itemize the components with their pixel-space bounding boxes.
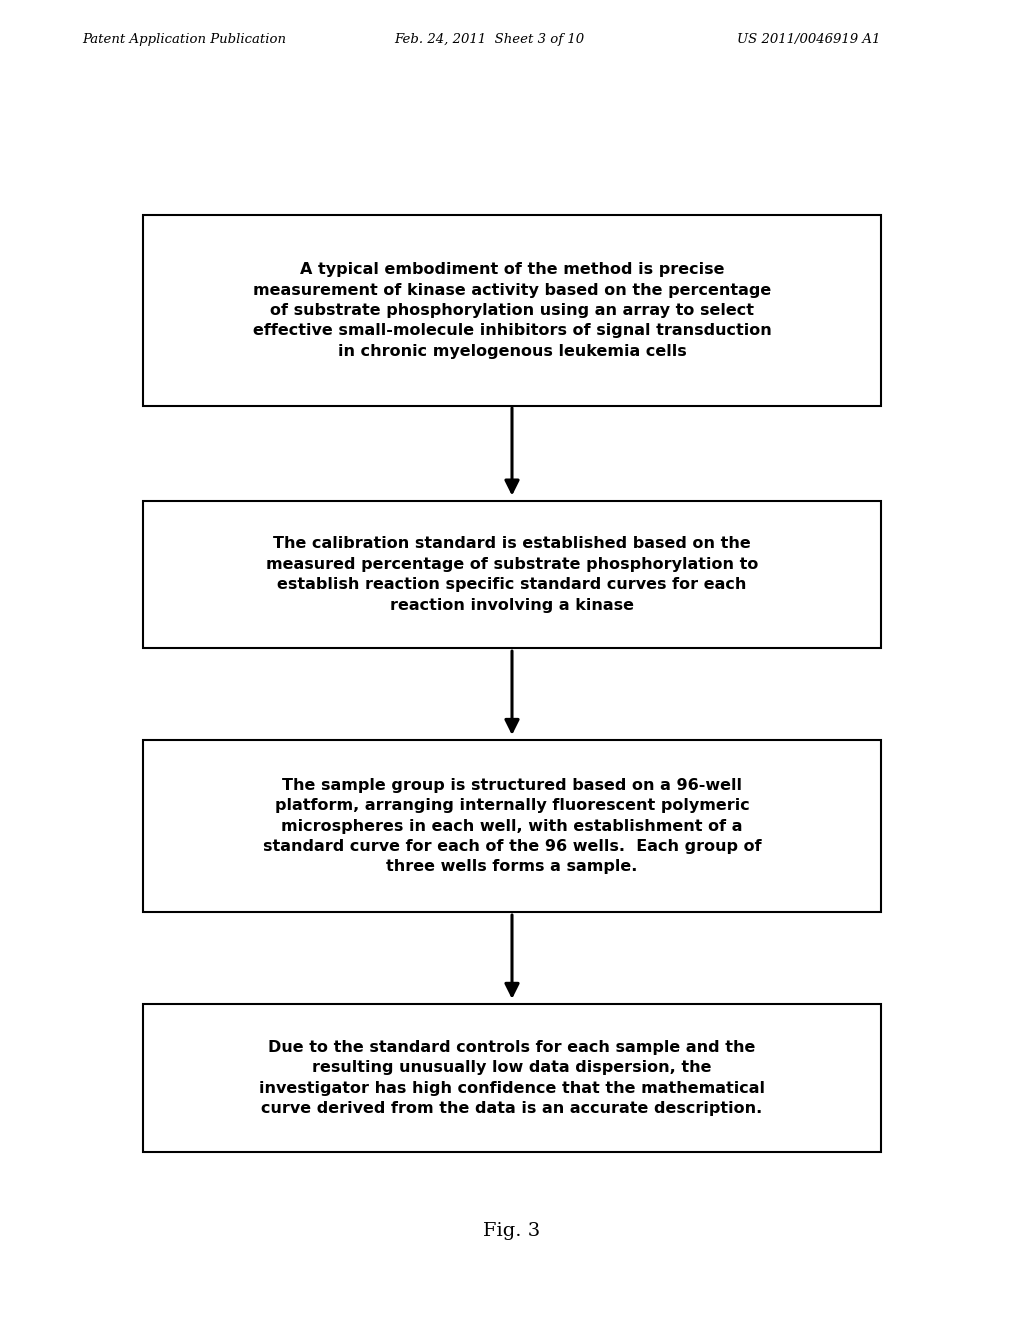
Bar [143,215,881,405]
Text: The sample group is structured based on a 96-well
platform, arranging internally: The sample group is structured based on … [263,777,761,874]
Text: Fig. 3: Fig. 3 [483,1222,541,1241]
Text: Due to the standard controls for each sample and the
resulting unusually low dat: Due to the standard controls for each sa… [259,1040,765,1115]
Text: Feb. 24, 2011  Sheet 3 of 10: Feb. 24, 2011 Sheet 3 of 10 [394,33,585,46]
Bar [143,1005,881,1151]
Text: The calibration standard is established based on the
measured percentage of subs: The calibration standard is established … [266,536,758,612]
Text: A typical embodiment of the method is precise
measurement of kinase activity bas: A typical embodiment of the method is pr… [253,263,771,359]
Text: US 2011/0046919 A1: US 2011/0046919 A1 [737,33,881,46]
Text: Patent Application Publication: Patent Application Publication [82,33,286,46]
Bar [143,741,881,912]
Bar [143,500,881,648]
